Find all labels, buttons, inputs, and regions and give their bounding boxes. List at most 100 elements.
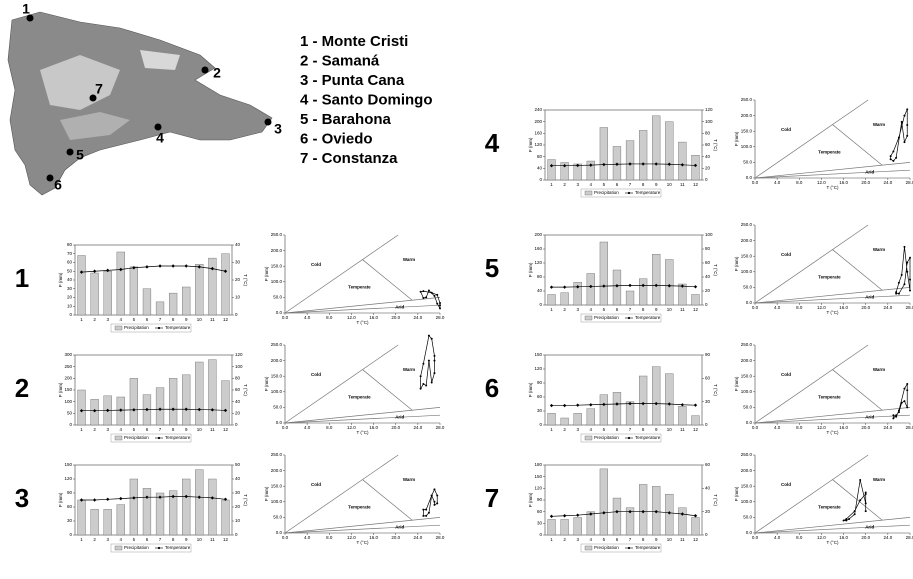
x-tick-label: 2: [93, 427, 96, 432]
legend-swatch: [585, 436, 592, 440]
precipitation-bar: [91, 273, 99, 315]
precipitation-bar: [222, 381, 230, 425]
y2-tick-label: 80: [235, 376, 241, 381]
legend-label: Temperature: [165, 325, 191, 330]
precipitation-bar: [600, 128, 608, 181]
x-tick-label: 9: [185, 537, 188, 542]
precipitation-bar: [665, 122, 673, 180]
y-tick-label: 50.0: [743, 405, 752, 410]
temperature-line: [82, 409, 226, 410]
y-tick-label: 0.0: [276, 420, 283, 425]
zone-label: Warm: [403, 477, 415, 482]
temperature-line: [82, 497, 226, 501]
x-tick-label: 24.0: [883, 535, 892, 540]
precipitation-bar: [600, 469, 608, 535]
y-tick-label: 40: [537, 166, 543, 171]
legend-swatch: [585, 316, 592, 320]
y-tick-label: 50.0: [273, 295, 282, 300]
temperature-line: [552, 164, 696, 166]
month-point: [848, 518, 850, 520]
x-tick-label: 3: [106, 317, 109, 322]
legend-marker: [158, 547, 160, 549]
x-tick-label: 8.0: [326, 535, 333, 540]
month-point: [439, 307, 441, 309]
month-point: [422, 515, 424, 517]
x-tick-label: 8: [172, 427, 175, 432]
x-tick-label: 20.0: [391, 315, 400, 320]
temperature-marker: [589, 403, 592, 406]
y-tick-label: 150.0: [271, 263, 283, 268]
x-tick-label: 28.0: [436, 425, 445, 430]
y2-tick-label: 60: [235, 387, 241, 392]
x-tick-label: 6: [146, 427, 149, 432]
month-point: [909, 257, 911, 259]
x-tick-label: 6: [146, 317, 149, 322]
y2-tick-label: 0: [235, 422, 238, 427]
x-tick-label: 11: [210, 537, 215, 542]
month-point: [906, 383, 908, 385]
zone-boundary: [363, 260, 413, 301]
y-tick-label: 250.0: [741, 342, 753, 347]
month-point: [433, 295, 435, 297]
month-point: [428, 360, 430, 362]
y2-axis-label: T (°C): [243, 384, 248, 396]
precipitation-bar: [587, 409, 595, 425]
precipitation-bar: [182, 479, 190, 535]
legend-marker: [628, 547, 630, 549]
temperature-marker: [694, 514, 697, 517]
station-label: 4: [485, 128, 500, 158]
zone-boundary: [285, 517, 440, 533]
y-axis-label: P (mm): [734, 376, 739, 391]
precipitation-bar: [156, 302, 164, 315]
zone-label: Warm: [873, 477, 885, 482]
month-point: [906, 389, 908, 391]
x-tick-label: 20.0: [861, 180, 870, 185]
y-tick-label: 100.0: [271, 499, 283, 504]
y2-axis-label: T (°C): [713, 264, 718, 276]
x-tick-label: 8.0: [326, 425, 333, 430]
y2-axis-label: T (°C): [713, 139, 718, 151]
y-tick-label: 150.0: [741, 483, 753, 488]
temperature-line: [552, 404, 696, 406]
y2-tick-label: 20: [235, 411, 241, 416]
zone-label: Cold: [311, 262, 321, 267]
y-axis-label: P (mm): [734, 256, 739, 271]
x-tick-label: 16.0: [839, 180, 848, 185]
temperature-marker: [158, 264, 161, 267]
x-tick-label: 10: [667, 182, 673, 187]
legend-swatch: [585, 191, 592, 195]
y-tick-label: 250.0: [271, 232, 283, 237]
y2-tick-label: 100: [705, 119, 713, 124]
x-tick-label: 12.0: [817, 535, 826, 540]
x-tick-label: 4: [590, 182, 593, 187]
month-point: [436, 502, 438, 504]
precipitation-bar: [117, 505, 125, 535]
y-tick-label: 10: [67, 303, 73, 308]
y-tick-label: 50: [67, 411, 73, 416]
station-marker: 2: [213, 65, 221, 81]
y-tick-label: 200: [534, 119, 542, 124]
station-marker: 5: [76, 147, 84, 163]
x-tick-label: 16.0: [839, 535, 848, 540]
y-tick-label: 100.0: [741, 499, 753, 504]
x-tick-label: 4.0: [774, 535, 781, 540]
precipitation-bar: [652, 254, 660, 305]
month-point: [892, 417, 894, 419]
month-point: [428, 290, 430, 292]
x-tick-label: 1: [550, 537, 553, 542]
month-point: [425, 296, 427, 298]
x-tick-label: 8.0: [796, 305, 803, 310]
month-point: [901, 121, 903, 123]
month-point: [892, 160, 894, 162]
zone-label: Arid: [865, 525, 874, 530]
precipitation-bar: [600, 242, 608, 305]
temperature-marker: [171, 264, 174, 267]
y2-tick-label: 60: [705, 260, 711, 265]
x-tick-label: 7: [159, 427, 162, 432]
precipitation-bar: [182, 287, 190, 315]
station-marker: 6: [54, 177, 62, 193]
y-tick-label: 50.0: [743, 515, 752, 520]
x-axis-label: T (°C): [357, 430, 369, 435]
y-tick-label: 50.0: [743, 160, 752, 165]
legend-marker: [158, 327, 160, 329]
